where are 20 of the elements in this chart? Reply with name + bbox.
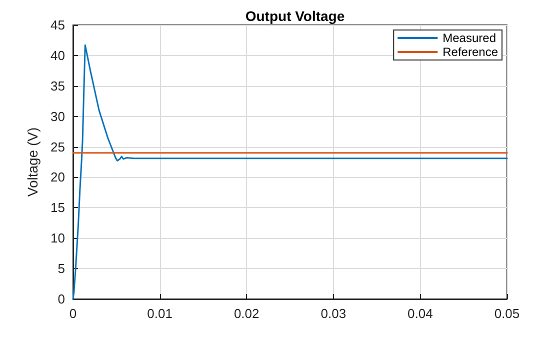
y-tick-label: 45 <box>50 18 65 32</box>
y-tick-label: 0 <box>58 292 65 306</box>
y-axis-title: Voltage (V) <box>24 127 41 197</box>
x-tick-label: 0.04 <box>408 306 433 321</box>
y-tick-label: 15 <box>50 200 65 216</box>
y-tick-label: 40 <box>50 48 65 63</box>
x-tick-label: 0 <box>69 306 77 321</box>
x-tick-label: 0.03 <box>320 306 346 321</box>
legend-label: Measured <box>442 31 496 45</box>
y-tick-label: 30 <box>50 108 65 124</box>
y-tick-label: 10 <box>50 230 65 246</box>
y-tick-label: 5 <box>58 261 65 276</box>
x-tick-label: 0.05 <box>494 306 520 321</box>
x-tick-label: 0.02 <box>234 306 260 321</box>
x-tick-label: 0.01 <box>147 306 172 321</box>
y-tick-label: 25 <box>50 139 65 154</box>
chart-title: Output Voltage <box>245 8 345 24</box>
legend-label: Reference <box>442 45 498 59</box>
y-tick-label: 20 <box>50 170 65 185</box>
y-tick-label: 35 <box>50 78 65 94</box>
